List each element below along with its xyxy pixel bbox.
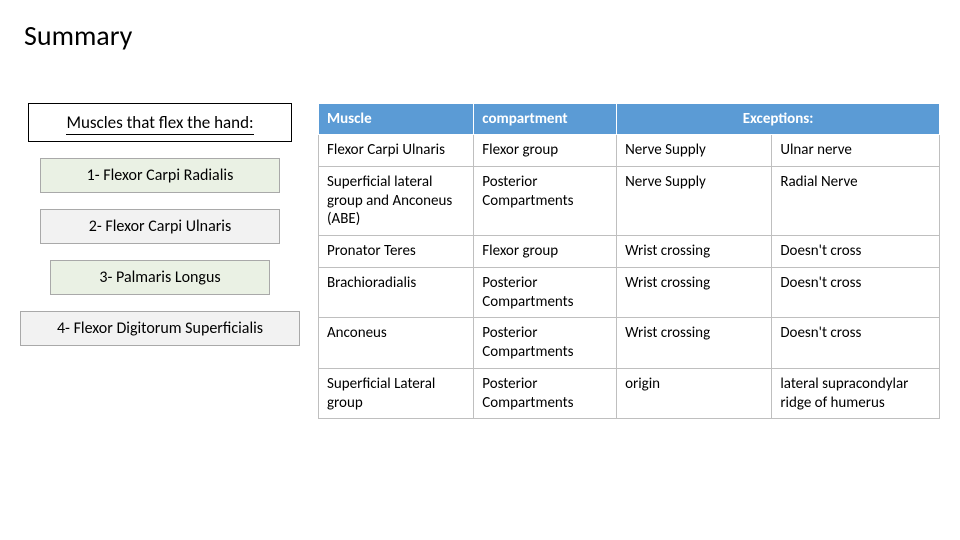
table-row: Superficial Lateral group Posterior Comp… xyxy=(319,368,940,419)
cell: lateral supracondylar ridge of humerus xyxy=(772,368,940,419)
cell: Nerve Supply xyxy=(617,135,772,167)
col-header-muscle: Muscle xyxy=(319,104,474,135)
left-list-header-text: Muscles that flex the hand: xyxy=(66,112,253,135)
right-column: Muscle compartment Exceptions: Flexor Ca… xyxy=(318,103,940,419)
table-row: Superficial lateral group and Anconeus (… xyxy=(319,166,940,235)
cell: Wrist crossing xyxy=(617,267,772,318)
table-row: Anconeus Posterior Compartments Wrist cr… xyxy=(319,318,940,369)
cell: Flexor group xyxy=(474,135,617,167)
col-header-compartment: compartment xyxy=(474,104,617,135)
cell: Superficial lateral group and Anconeus (… xyxy=(319,166,474,235)
cell: Doesn't cross xyxy=(772,267,940,318)
cell: Wrist crossing xyxy=(617,236,772,268)
table-header-row: Muscle compartment Exceptions: xyxy=(319,104,940,135)
cell: Posterior Compartments xyxy=(474,267,617,318)
col-header-exceptions: Exceptions: xyxy=(617,104,940,135)
muscle-table: Muscle compartment Exceptions: Flexor Ca… xyxy=(318,103,940,419)
table-row: Pronator Teres Flexor group Wrist crossi… xyxy=(319,236,940,268)
slide: Summary Muscles that flex the hand: 1- F… xyxy=(0,0,960,419)
cell: Wrist crossing xyxy=(617,318,772,369)
cell: Flexor group xyxy=(474,236,617,268)
cell: Posterior Compartments xyxy=(474,368,617,419)
cell: Radial Nerve xyxy=(772,166,940,235)
cell: Superficial Lateral group xyxy=(319,368,474,419)
list-item: 1- Flexor Carpi Radialis xyxy=(40,158,280,193)
cell: Flexor Carpi Ulnaris xyxy=(319,135,474,167)
cell: Doesn't cross xyxy=(772,318,940,369)
table-row: Brachioradialis Posterior Compartments W… xyxy=(319,267,940,318)
cell: origin xyxy=(617,368,772,419)
cell: Nerve Supply xyxy=(617,166,772,235)
cell: Doesn't cross xyxy=(772,236,940,268)
cell: Brachioradialis xyxy=(319,267,474,318)
content-area: Muscles that flex the hand: 1- Flexor Ca… xyxy=(20,103,940,419)
left-column: Muscles that flex the hand: 1- Flexor Ca… xyxy=(20,103,300,362)
table-row: Flexor Carpi Ulnaris Flexor group Nerve … xyxy=(319,135,940,167)
list-item: 2- Flexor Carpi Ulnaris xyxy=(40,209,280,244)
left-list-header: Muscles that flex the hand: xyxy=(28,103,292,142)
cell: Posterior Compartments xyxy=(474,318,617,369)
page-title: Summary xyxy=(24,18,940,53)
cell: Posterior Compartments xyxy=(474,166,617,235)
list-item: 4- Flexor Digitorum Superficialis xyxy=(20,311,300,346)
cell: Pronator Teres xyxy=(319,236,474,268)
list-item: 3- Palmaris Longus xyxy=(50,260,270,295)
cell: Ulnar nerve xyxy=(772,135,940,167)
cell: Anconeus xyxy=(319,318,474,369)
